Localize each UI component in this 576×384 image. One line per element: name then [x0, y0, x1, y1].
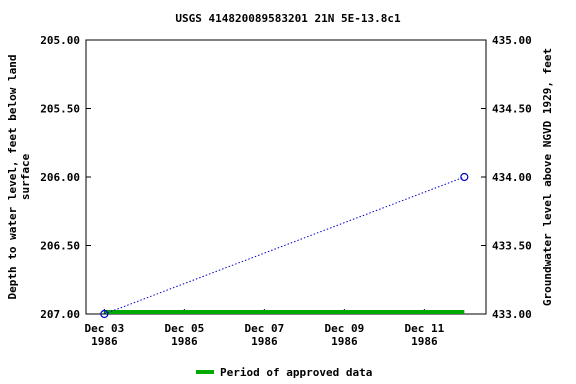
plot-frame	[85, 39, 487, 315]
y2-tick-label: 433.50	[492, 240, 532, 253]
y2-tick-label: 434.50	[492, 103, 532, 116]
data-point	[460, 172, 469, 182]
data-line	[104, 176, 465, 315]
y-tick-label: 205.50	[40, 103, 80, 116]
x-tick-label: Dec 07 1986	[244, 322, 284, 348]
y-axis-label-line: surface	[19, 153, 32, 200]
y2-tick-label: 433.00	[492, 308, 532, 321]
y-tick-label: 206.00	[40, 171, 80, 184]
y-axis-label-line: Depth to water level, feet below land	[6, 54, 19, 299]
legend-label: Period of approved data	[220, 366, 372, 379]
y2-axis-label: Groundwater level above NGVD 1929, feet	[541, 48, 554, 306]
y2-tick-label: 435.00	[492, 34, 532, 47]
y-tick-label: 205.00	[40, 34, 80, 47]
x-tick-label: Dec 11 1986	[404, 322, 444, 348]
y-axis-label: Depth to water level, feet below landsur…	[6, 54, 32, 299]
x-tick-label: Dec 05 1986	[164, 322, 204, 348]
y-tick-label: 206.50	[40, 240, 80, 253]
x-tick-label: Dec 09 1986	[324, 322, 364, 348]
chart-title: USGS 414820089583201 21N 5E-13.8c1	[175, 12, 401, 25]
x-tick-label: Dec 03 1986	[84, 322, 124, 348]
y-tick-label: 207.00	[40, 308, 80, 321]
data-point	[100, 309, 109, 319]
y2-tick-label: 434.00	[492, 171, 532, 184]
